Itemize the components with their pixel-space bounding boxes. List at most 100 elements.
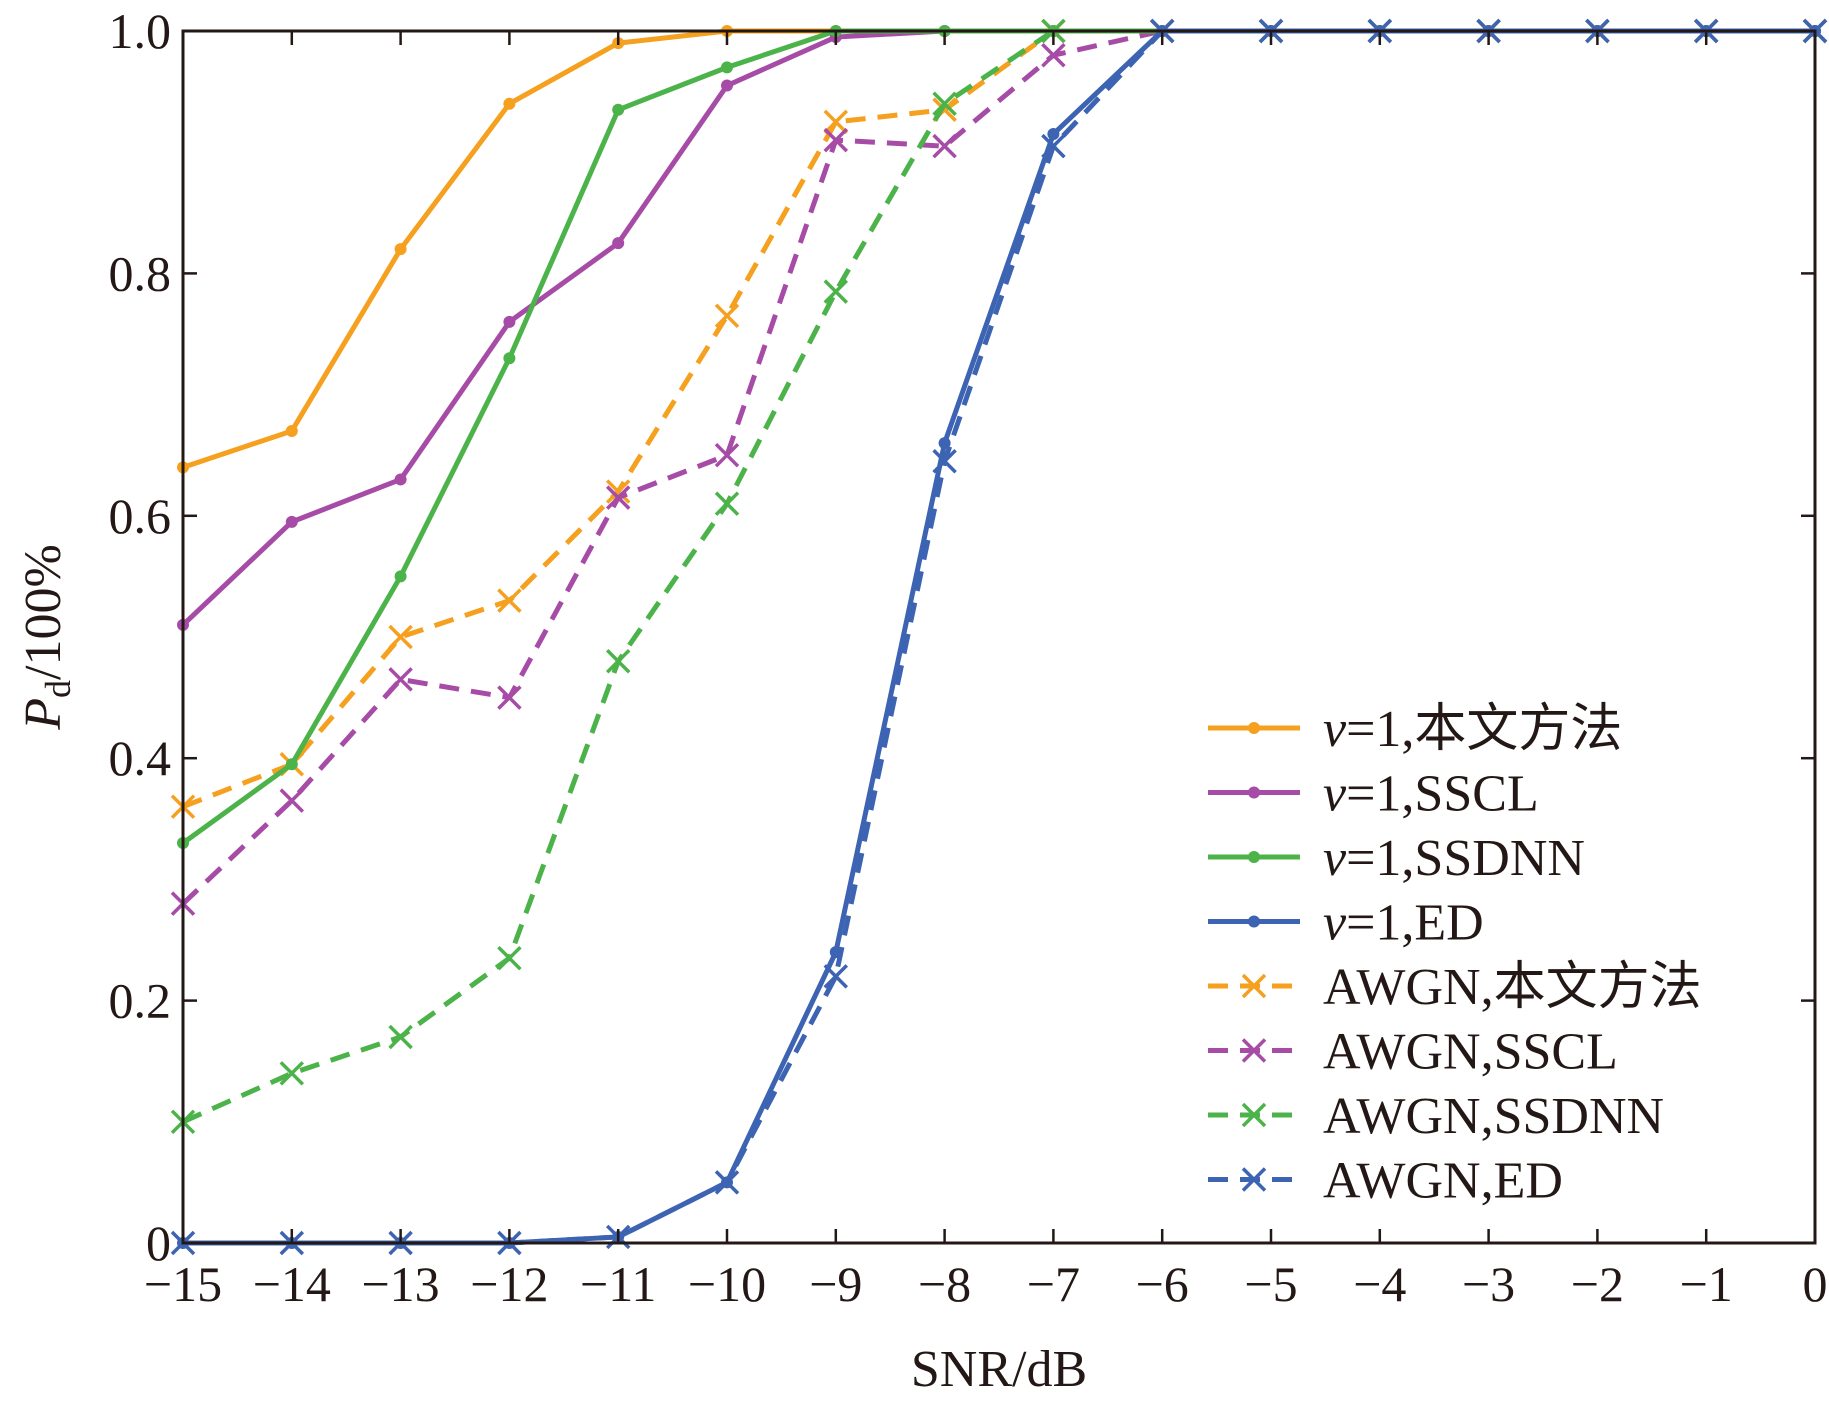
data-point [721, 79, 733, 92]
data-point [285, 424, 298, 437]
data-point [1241, 1102, 1267, 1128]
data-point [388, 667, 413, 692]
data-point [394, 243, 407, 256]
data-point [394, 473, 407, 486]
y-tick-label: 0.4 [109, 730, 172, 786]
data-point [829, 946, 842, 959]
data-point [503, 97, 516, 110]
series-line [181, 28, 1815, 627]
data-point [1248, 722, 1260, 734]
x-tick-label: −4 [1353, 1256, 1406, 1312]
legend-label: v=1,ED [1323, 895, 1484, 952]
legend-item: AWGN,本文方法 [1208, 959, 1702, 1016]
series-line [182, 28, 1815, 810]
x-tick-label: 0 [1803, 1256, 1828, 1312]
data-point [938, 437, 951, 450]
y-tick-label: 0 [146, 1215, 171, 1271]
x-tick-label: −10 [688, 1256, 766, 1312]
legend: v=1,本文方法 v=1,SSCL v=1,SSDNN v=1,ED AWGN,本文方法… [1208, 701, 1702, 1210]
data-point [1248, 851, 1260, 863]
data-point [497, 945, 522, 971]
data-point [721, 61, 733, 74]
data-point [388, 1024, 413, 1050]
x-tick-label: −9 [809, 1256, 862, 1312]
data-point [823, 279, 849, 304]
series-line [182, 28, 1815, 470]
series-0 [177, 25, 1821, 474]
data-point [279, 1061, 305, 1086]
data-point [823, 127, 849, 153]
data-point [394, 570, 407, 583]
data-point [1241, 1167, 1267, 1192]
series-4 [170, 18, 1828, 819]
data-point [612, 237, 625, 250]
y-axis-title-rest: /100% [15, 544, 72, 680]
y-axis-title: Pd/100% [15, 544, 78, 731]
data-point [497, 685, 522, 710]
data-point [1241, 1038, 1267, 1063]
x-tick-label: −3 [1462, 1256, 1515, 1312]
data-point [721, 1176, 733, 1189]
data-point [388, 624, 413, 650]
data-point [714, 303, 740, 329]
data-point [714, 491, 740, 516]
legend-label: v=1,SSDNN [1323, 830, 1585, 887]
legend-label: AWGN,SSDNN [1323, 1088, 1664, 1145]
legend-item: v=1,SSCL [1208, 766, 1539, 823]
legend-label: AWGN,SSCL [1323, 1024, 1618, 1081]
legend-label: v=1,本文方法 [1323, 701, 1622, 758]
legend-item: v=1,本文方法 [1208, 701, 1622, 758]
series-5 [170, 18, 1828, 916]
data-point [605, 485, 631, 510]
series-line [181, 28, 1815, 1125]
legend-item: v=1,SSDNN [1208, 830, 1585, 887]
x-tick-label: −5 [1244, 1256, 1297, 1312]
series-line [181, 28, 1815, 906]
x-tick-label: −11 [580, 1256, 656, 1312]
data-point [605, 649, 631, 674]
x-tick-label: −15 [144, 1256, 222, 1312]
x-tick-label: −2 [1571, 1256, 1624, 1312]
data-point [932, 133, 957, 159]
data-point [1241, 973, 1267, 999]
data-point [932, 91, 957, 116]
x-tick-label: −7 [1027, 1256, 1080, 1312]
x-axis-title: SNR/dB [911, 1341, 1087, 1398]
legend-label: AWGN,ED [1323, 1153, 1563, 1210]
data-point [714, 442, 740, 468]
data-point [279, 788, 305, 813]
data-point [285, 758, 298, 771]
legend-label: v=1,SSCL [1323, 766, 1539, 823]
data-point [497, 588, 522, 613]
y-axis-title-subscript: d [38, 680, 78, 698]
y-axis-title-main: P [15, 698, 72, 731]
data-point [605, 479, 631, 504]
data-point [1248, 786, 1260, 799]
data-point [823, 109, 849, 135]
x-tick-label: −1 [1680, 1256, 1733, 1312]
series-1 [177, 25, 1821, 631]
data-point [503, 315, 516, 328]
x-tick-label: −6 [1136, 1256, 1189, 1312]
plot-frame [181, 29, 1817, 1245]
data-point [503, 352, 516, 365]
legend-item: AWGN,SSDNN [1208, 1088, 1664, 1145]
data-point [1248, 915, 1260, 928]
tick-layer: −15 −14 −13 −12 −11 −10 −9 −8 −7 −6 −5 −4 −3 −2 −1 000.… [109, 3, 1828, 1312]
legend-label: AWGN,本文方法 [1323, 959, 1702, 1016]
y-tick-label: 0.8 [109, 245, 172, 301]
x-tick-label: −14 [253, 1256, 331, 1312]
data-point [612, 103, 625, 116]
legend-item: v=1,ED [1208, 895, 1484, 952]
x-tick-label: −8 [918, 1256, 971, 1312]
data-point [1041, 43, 1066, 68]
data-point [1047, 128, 1060, 141]
y-tick-label: 0.2 [109, 973, 172, 1029]
legend-item: AWGN,ED [1208, 1153, 1563, 1210]
x-tick-label: −12 [470, 1256, 548, 1312]
x-tick-label: −13 [361, 1256, 439, 1312]
legend-item: AWGN,SSCL [1208, 1024, 1618, 1081]
data-point [285, 515, 298, 528]
y-tick-label: 0.6 [109, 488, 172, 544]
